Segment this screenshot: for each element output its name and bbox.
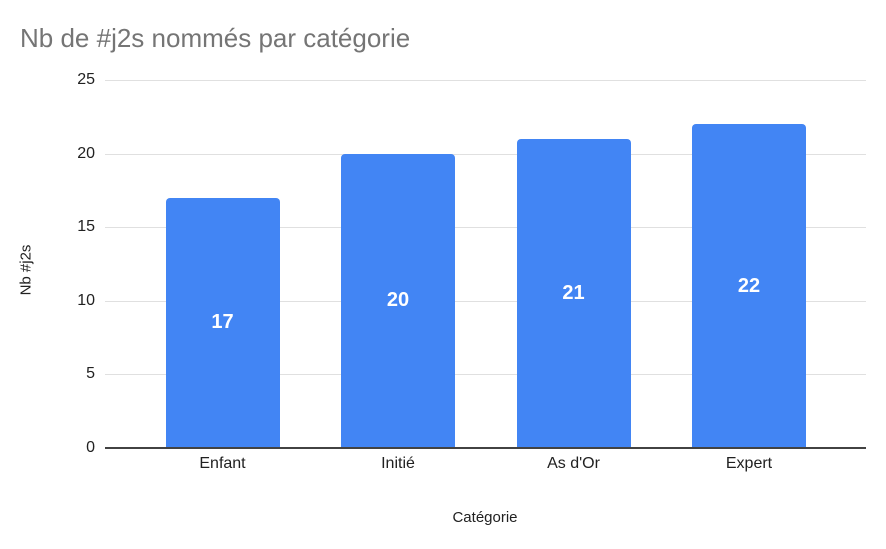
bar-value-label: 17 — [211, 311, 234, 334]
gridline — [105, 374, 866, 376]
y-axis-title: Nb #j2s — [17, 244, 35, 296]
y-tick-label: 0 — [86, 439, 95, 456]
y-tick-label: 15 — [77, 218, 95, 236]
bar-expert[interactable]: 22 — [692, 124, 806, 448]
bar-enfant[interactable]: 17 — [165, 197, 280, 448]
bar-initi-[interactable]: 20 — [341, 153, 455, 448]
x-tick-label: Enfant — [199, 455, 246, 472]
x-tick-label: Expert — [725, 455, 773, 472]
bar-value-label: 22 — [737, 274, 761, 297]
x-tick-label: Initié — [381, 455, 415, 472]
bar-value-label: 20 — [386, 289, 410, 312]
bar-value-label: 21 — [562, 281, 585, 304]
gridline — [105, 80, 866, 81]
bar-as-d-or[interactable]: 21 — [516, 138, 631, 448]
x-axis-baseline — [105, 447, 866, 449]
gridline — [105, 227, 866, 229]
x-tick-label: As d'Or — [547, 455, 600, 472]
plot-area: 17 20 21 22 — [105, 80, 866, 449]
gridline — [105, 300, 866, 302]
x-axis-title: Catégorie — [452, 509, 518, 526]
y-tick-label: 10 — [77, 291, 95, 309]
gridline — [105, 153, 866, 155]
chart-title: Nb de #j2s nommés par catégorie — [20, 23, 411, 53]
y-tick-label: 5 — [86, 365, 95, 383]
y-tick-label: 20 — [77, 144, 95, 162]
y-tick-label: 25 — [77, 71, 95, 88]
